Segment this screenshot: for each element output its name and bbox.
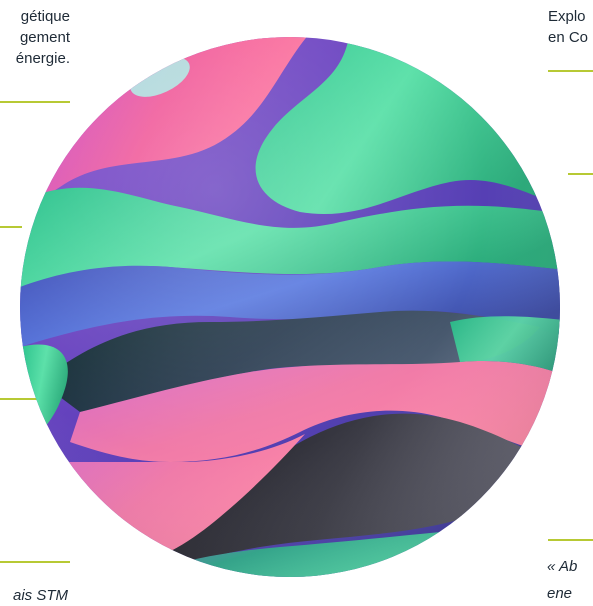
divider-right-2	[568, 173, 593, 175]
pull-quote-line-1: « Ab	[547, 558, 578, 575]
left-paragraph-line-2: gement	[19, 29, 70, 46]
pull-quote-line-2: ene	[547, 585, 573, 602]
divider-right-1	[548, 70, 593, 72]
left-paragraph-line-3: énergie.	[15, 50, 70, 67]
divider-right-3	[548, 539, 593, 541]
right-paragraph-line-1: Explo	[548, 8, 586, 25]
right-paragraph: Explo en Co	[548, 6, 588, 48]
gradient-wave-sphere-illustration	[20, 37, 560, 577]
left-paragraph: gétique gement énergie.	[16, 6, 70, 69]
divider-left-2	[0, 226, 22, 228]
pull-quote: « Ab ene	[547, 556, 577, 604]
divider-left-1	[0, 101, 70, 103]
left-paragraph-line-1: gétique	[20, 8, 70, 25]
right-paragraph-line-2: en Co	[548, 29, 589, 46]
left-caption: ais STM	[12, 587, 68, 604]
divider-left-4	[0, 561, 70, 563]
divider-left-3	[0, 398, 50, 400]
